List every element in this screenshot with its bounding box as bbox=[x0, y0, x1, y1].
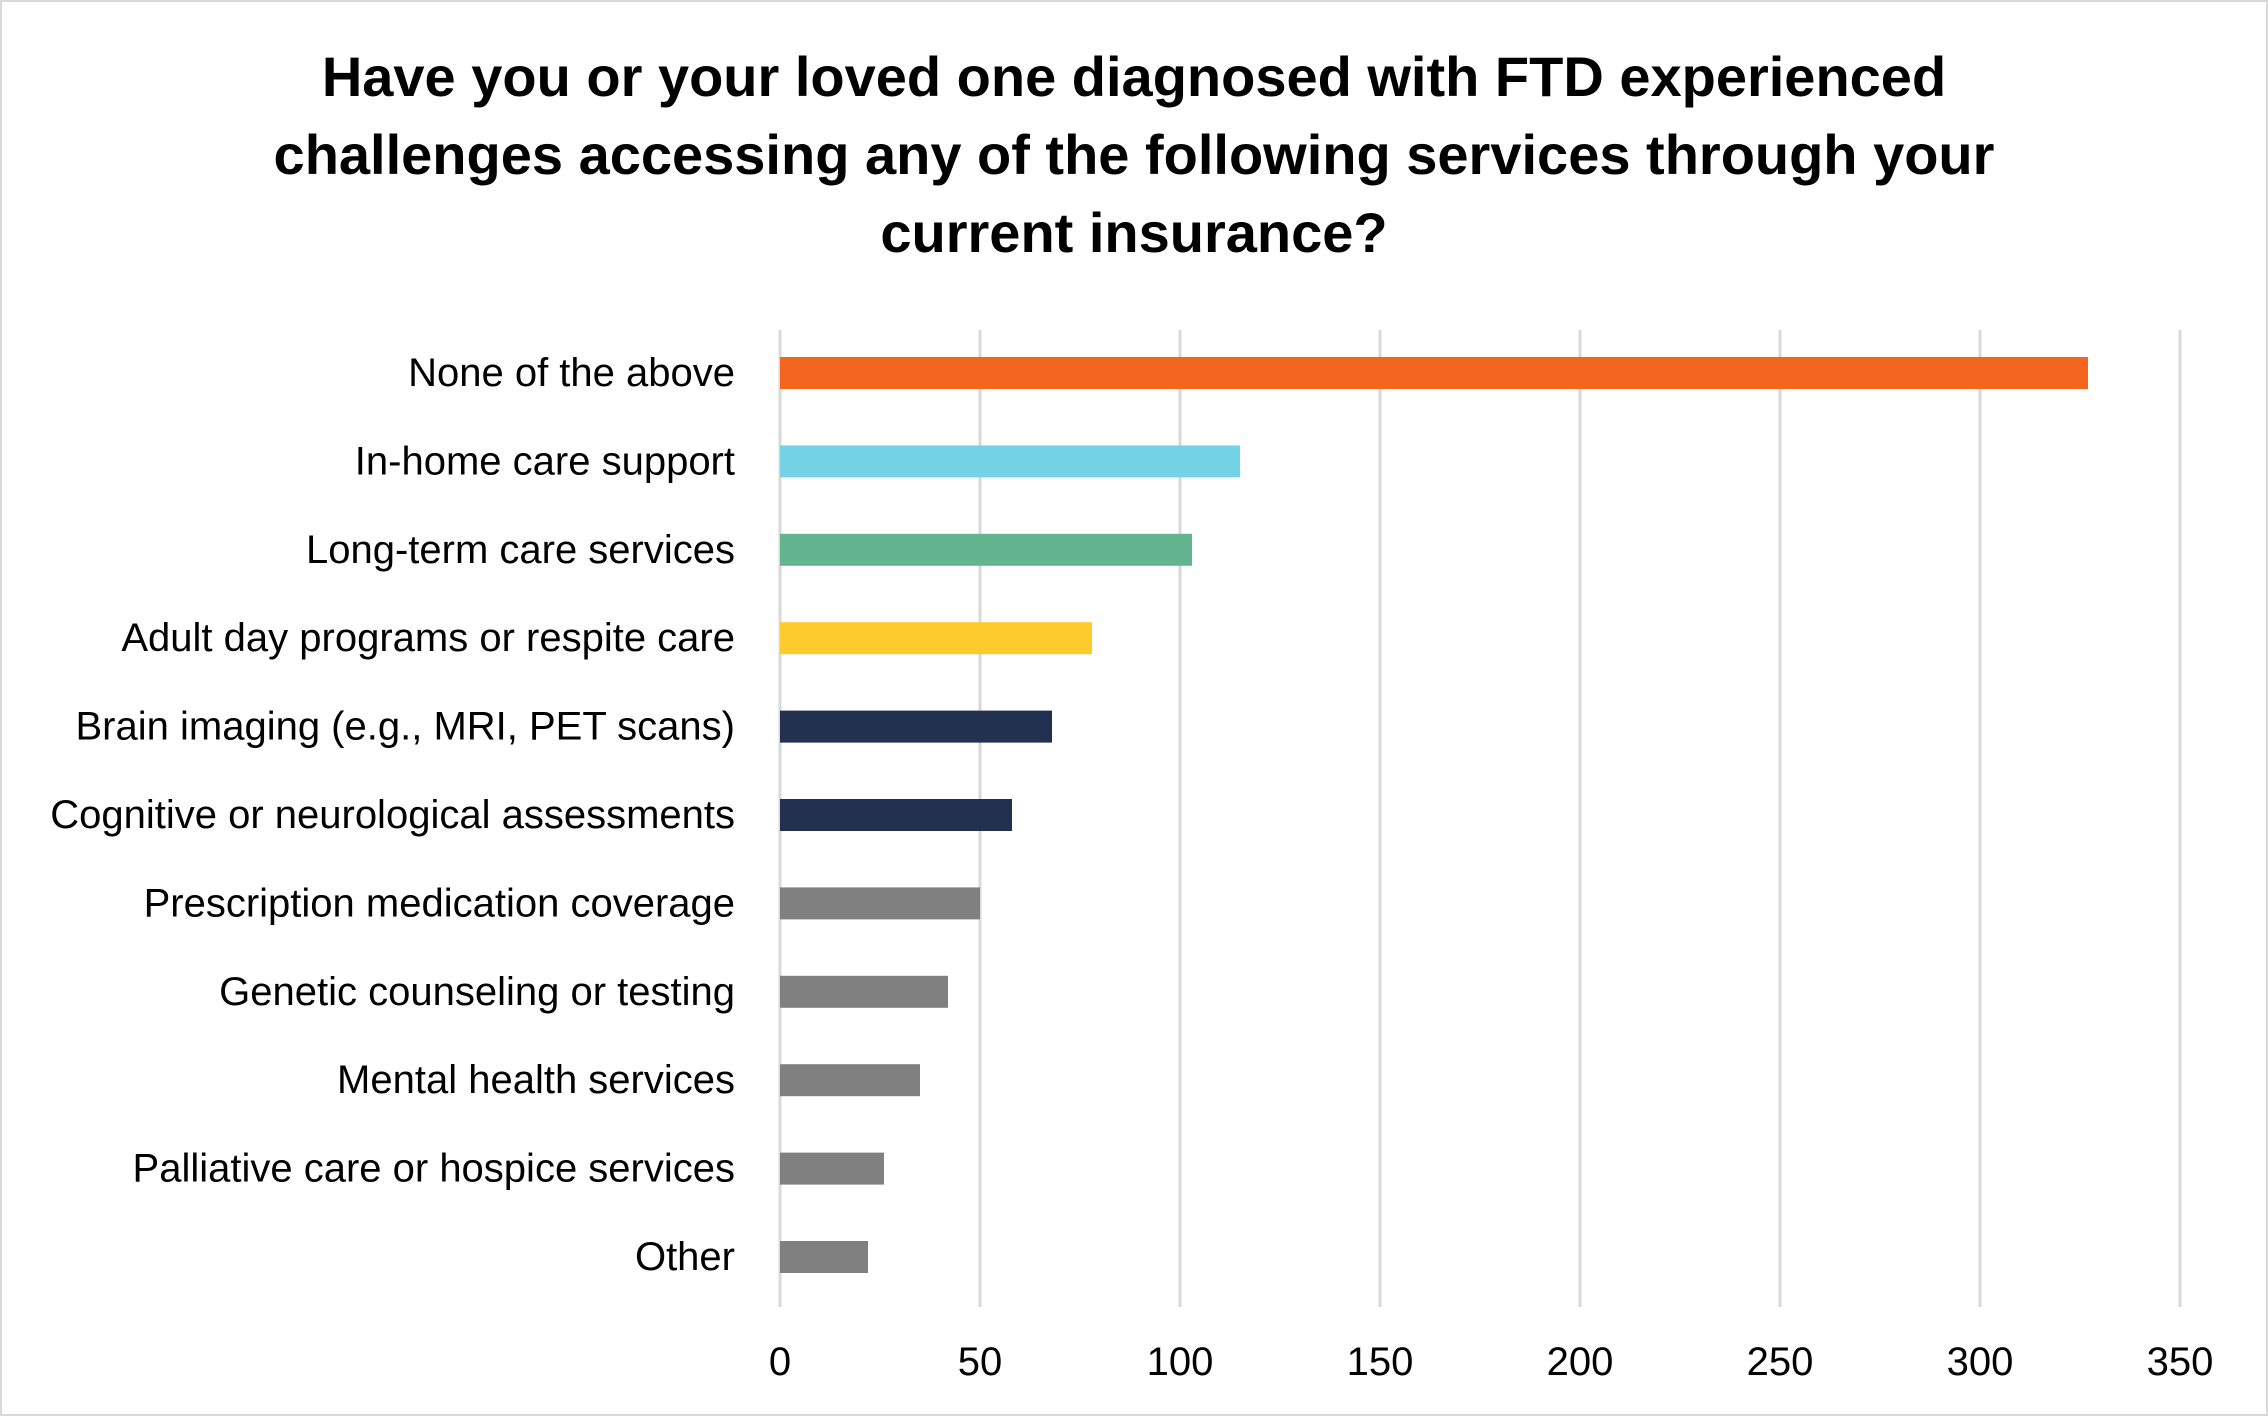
chart-title: Have you or your loved one diagnosed wit… bbox=[2, 38, 2266, 272]
bar-8 bbox=[780, 1064, 920, 1097]
category-label-6: Prescription medication coverage bbox=[144, 881, 735, 925]
category-label-8: Mental health services bbox=[337, 1058, 735, 1102]
bar-2 bbox=[780, 533, 1192, 566]
bar-0 bbox=[780, 357, 2088, 389]
bar-4 bbox=[780, 710, 1052, 743]
bar-9 bbox=[780, 1152, 884, 1185]
bar-1 bbox=[780, 445, 1240, 478]
x-tick-label-350: 350 bbox=[2147, 1340, 2214, 1384]
category-labels: None of the above In-home care support Lon… bbox=[50, 351, 735, 1279]
category-label-10: Other bbox=[635, 1235, 735, 1279]
category-label-7: Genetic counseling or testing bbox=[219, 970, 735, 1014]
bar-5 bbox=[780, 799, 1012, 831]
category-label-2: Long-term care services bbox=[306, 528, 735, 572]
x-tick-label-50: 50 bbox=[958, 1340, 1003, 1384]
x-tick-label-300: 300 bbox=[1947, 1340, 2014, 1384]
category-label-4: Brain imaging (e.g., MRI, PET scans) bbox=[76, 705, 736, 749]
x-tick-label-200: 200 bbox=[1547, 1340, 1614, 1384]
bar-6 bbox=[780, 887, 980, 920]
bar-7 bbox=[780, 975, 948, 1008]
bar-10 bbox=[780, 1241, 868, 1273]
gridlines bbox=[778, 330, 2182, 1307]
bar-3 bbox=[780, 622, 1092, 655]
x-tick-label-150: 150 bbox=[1347, 1340, 1414, 1384]
category-label-3: Adult day programs or respite care bbox=[121, 616, 735, 660]
x-tick-label-250: 250 bbox=[1747, 1340, 1814, 1384]
category-label-9: Palliative care or hospice services bbox=[133, 1147, 735, 1191]
category-label-1: In-home care support bbox=[355, 439, 735, 483]
chart-title-line-3: current insurance? bbox=[880, 201, 1388, 264]
category-label-5: Cognitive or neurological assessments bbox=[50, 793, 735, 837]
chart-title-line-2: challenges accessing any of the followin… bbox=[273, 123, 1995, 186]
x-tick-label-100: 100 bbox=[1147, 1340, 1214, 1384]
x-tick-label-0: 0 bbox=[769, 1340, 791, 1384]
category-label-0: None of the above bbox=[408, 351, 735, 395]
x-axis-tick-labels: 0 50 100 150 200 250 300 350 bbox=[769, 1340, 2214, 1384]
chart-title-line-1: Have you or your loved one diagnosed wit… bbox=[321, 45, 1947, 108]
bars bbox=[780, 357, 2088, 1273]
